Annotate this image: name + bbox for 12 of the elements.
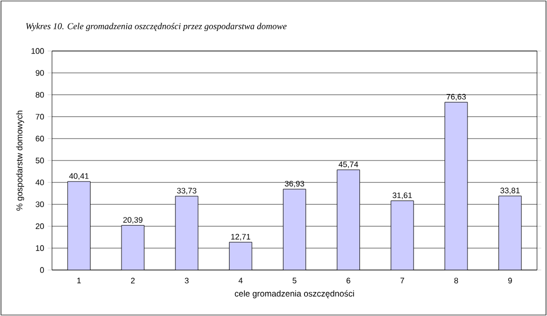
bar bbox=[498, 196, 522, 270]
bar bbox=[67, 181, 91, 270]
bar bbox=[175, 196, 198, 270]
bar bbox=[444, 102, 468, 270]
bar bbox=[336, 170, 360, 270]
x-axis-title: cele gromadzenia oszczędności bbox=[234, 290, 354, 298]
bar bbox=[390, 200, 414, 270]
bar bbox=[121, 225, 144, 270]
bar bbox=[229, 242, 252, 270]
bar bbox=[282, 188, 306, 270]
chart-title: Wykres 10. Cele gromadzenia oszczędności przez gospodarstwa domowe bbox=[26, 22, 287, 32]
y-axis-title: % gospodarstw domowych bbox=[16, 110, 24, 211]
